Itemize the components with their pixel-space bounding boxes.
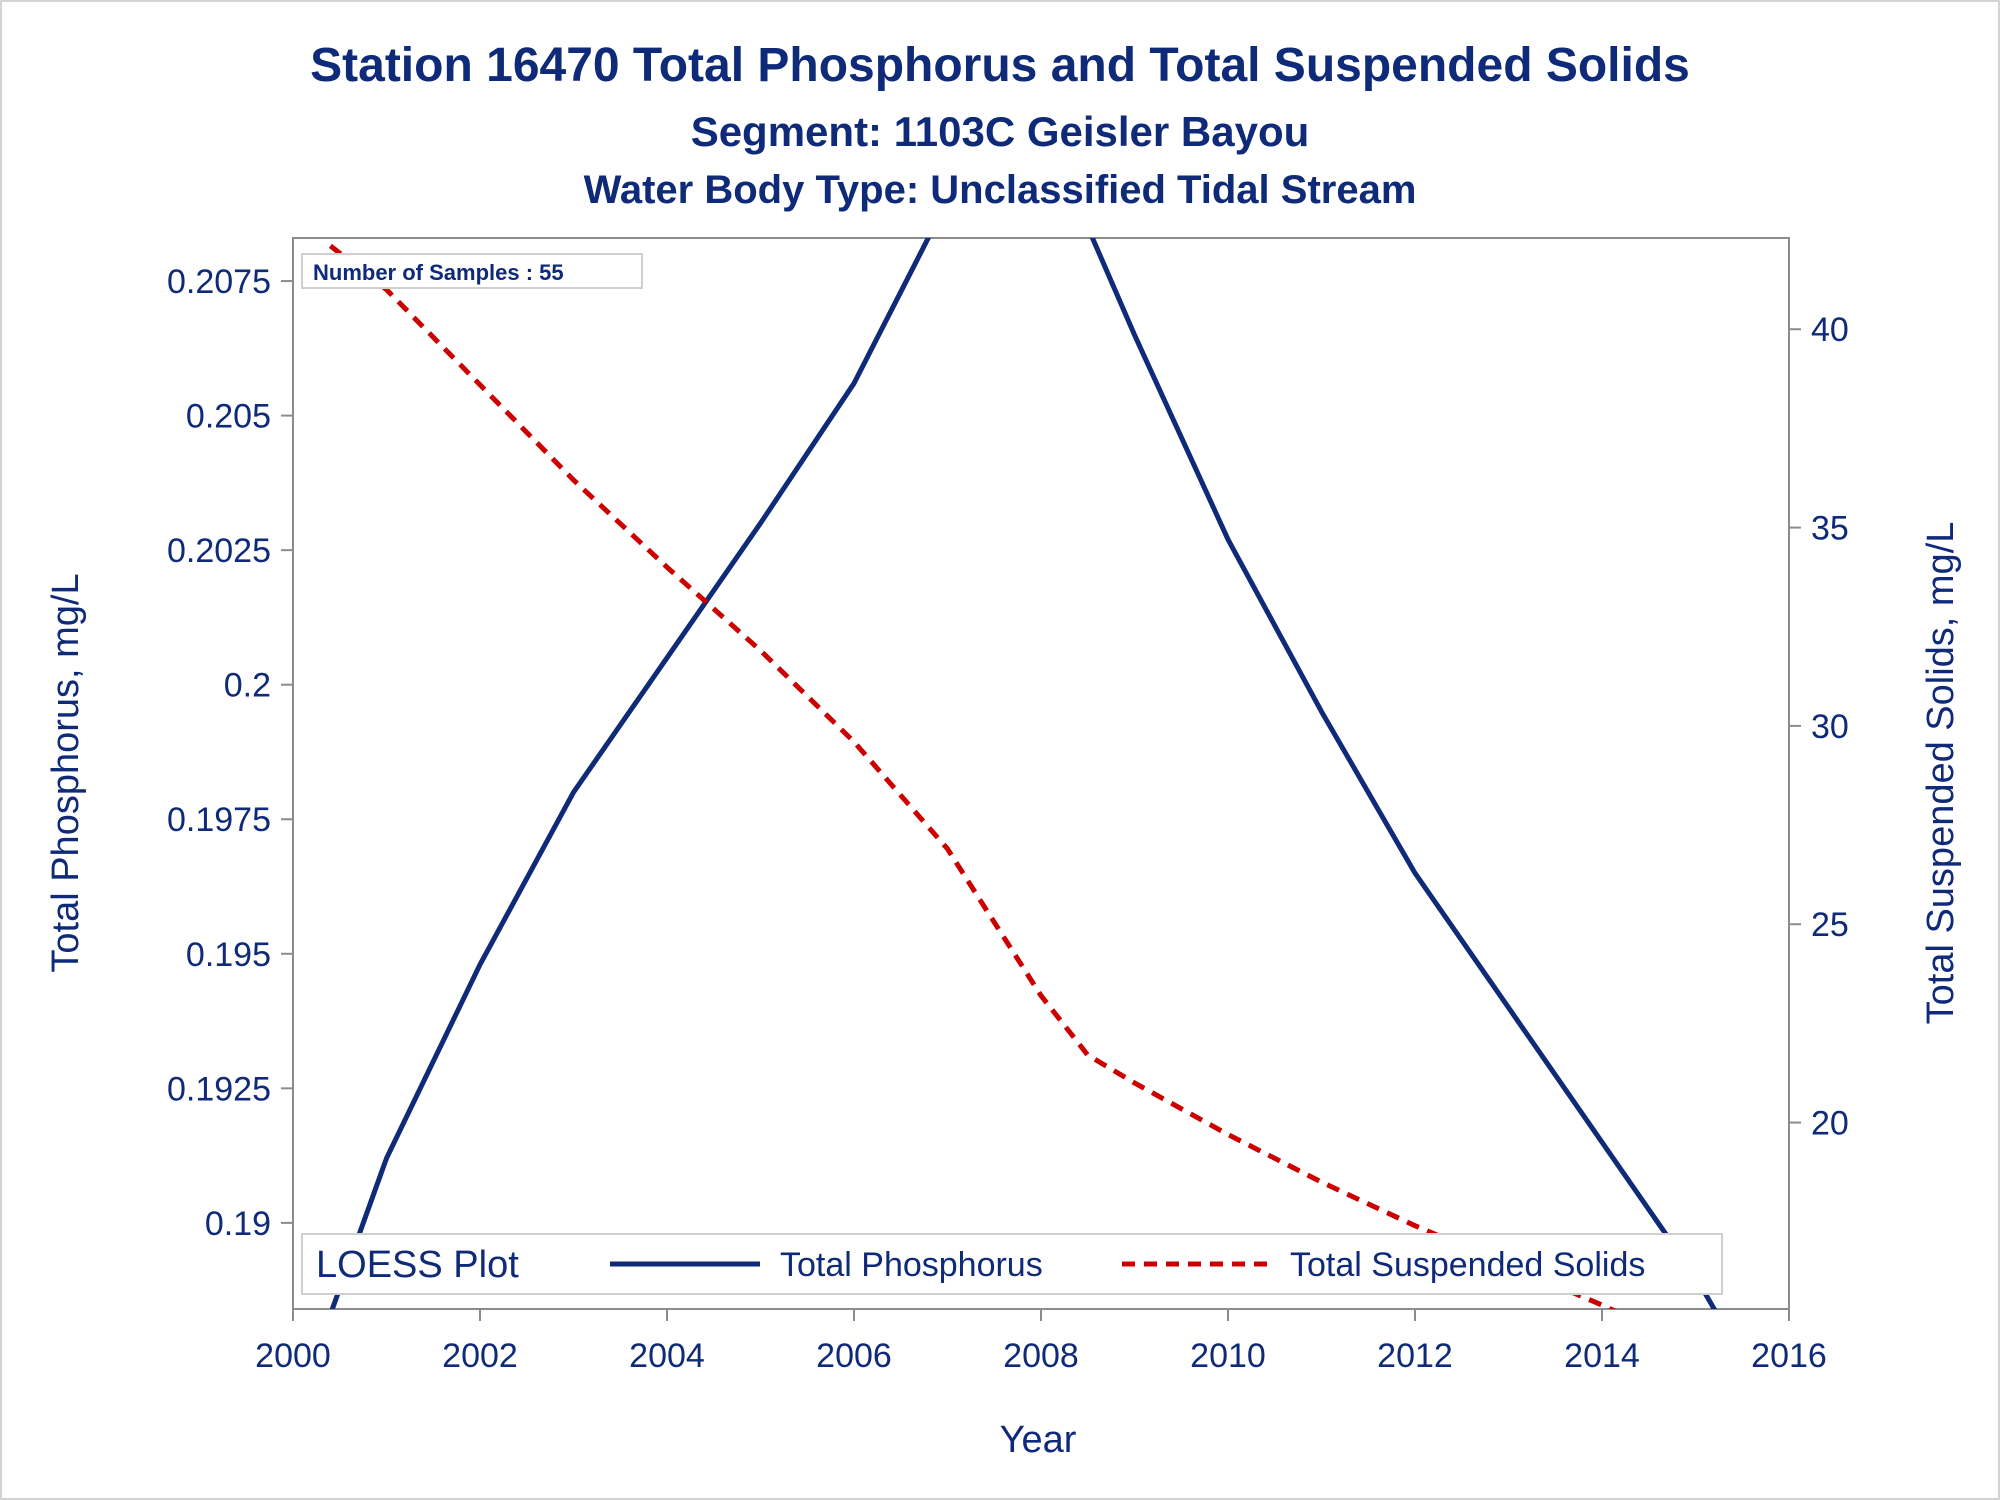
x-tick-label: 2014: [1564, 1337, 1640, 1375]
legend-title: LOESS Plot: [316, 1244, 519, 1286]
y-tick-label: 0.1925: [167, 1070, 271, 1108]
y-tick-label: 0.2: [224, 667, 271, 705]
legend-label-phosphorus: Total Phosphorus: [780, 1246, 1043, 1284]
x-axis-label: Year: [1000, 1419, 1077, 1461]
x-tick-label: 2000: [255, 1337, 331, 1375]
y2-tick-label: 30: [1811, 708, 1849, 746]
y-tick-label: 0.205: [186, 398, 271, 436]
chart-subtitle-segment: Segment: 1103C Geisler Bayou: [690, 108, 1310, 155]
series-line-total-phosphorus: [329, 238, 1718, 1309]
y2-tick-label: 40: [1811, 311, 1849, 349]
y-tick-label: 0.195: [186, 936, 271, 974]
x-tick-label: 2006: [816, 1337, 892, 1375]
x-tick-label: 2010: [1190, 1337, 1266, 1375]
y-tick-label: 0.2075: [167, 263, 271, 301]
x-tick-label: 2016: [1751, 1337, 1827, 1375]
y2-tick-label: 25: [1811, 906, 1849, 944]
legend: LOESS Plot Total Phosphorus Total Suspen…: [301, 1233, 1723, 1295]
series-line-total-suspended-solids: [328, 243, 1617, 1309]
chart-subtitle-waterbody: Water Body Type: Unclassified Tidal Stre…: [583, 168, 1417, 212]
sample-count-label: Number of Samples : 55: [313, 260, 564, 285]
sample-count-box: [301, 253, 643, 289]
plot-area: [292, 237, 1790, 1310]
y2-tick-label: 35: [1811, 510, 1849, 548]
x-tick-label: 2012: [1377, 1337, 1453, 1375]
y-tick-label: 0.1975: [167, 801, 271, 839]
x-tick-label: 2004: [629, 1337, 705, 1375]
chart-title: Station 16470 Total Phosphorus and Total…: [310, 39, 1690, 92]
y2-tick-label: 20: [1811, 1105, 1849, 1143]
x-tick-label: 2008: [1003, 1337, 1079, 1375]
y2-axis-label: Total Suspended Solids, mg/L: [1920, 522, 1962, 1025]
legend-label-tss: Total Suspended Solids: [1290, 1246, 1645, 1284]
x-tick-label: 2002: [442, 1337, 518, 1375]
legend-box: [301, 1233, 1723, 1295]
y-tick-label: 0.19: [205, 1205, 271, 1243]
y-axis-label: Total Phosphorus, mg/L: [45, 573, 87, 972]
y-tick-label: 0.2025: [167, 532, 271, 570]
